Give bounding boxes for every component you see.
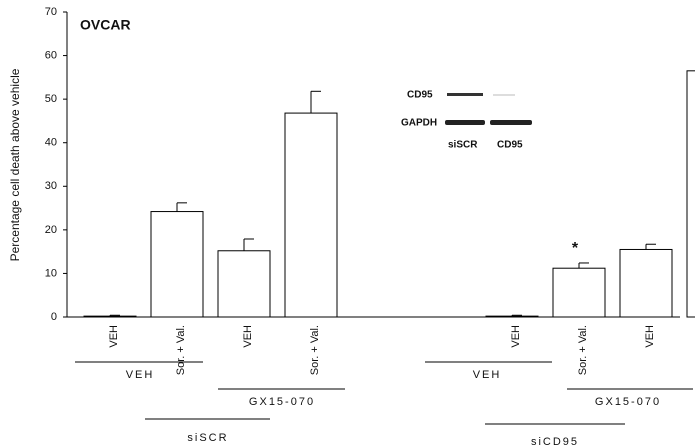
blot-band [447, 93, 483, 96]
x-tick-label: Sor. + Val. [577, 325, 589, 375]
x-tick-label: Sor. + Val. [309, 325, 321, 375]
blot-row-label: GAPDH [401, 118, 437, 129]
bar [284, 112, 338, 318]
y-axis-label: Percentage cell death above vehicle [8, 68, 22, 261]
blot-band [445, 120, 485, 125]
y-tick-label: 20 [45, 224, 57, 236]
bar [619, 248, 673, 318]
blot-row-label: CD95 [407, 90, 433, 101]
group-label: GX15-070 [249, 396, 315, 408]
bar [686, 70, 695, 318]
x-tick-label: Sor. + Val. [175, 325, 187, 375]
bar [217, 250, 271, 318]
y-tick-label: 60 [45, 49, 57, 61]
x-tick-label: VEH [510, 325, 522, 348]
blot-lane-label: siSCR [448, 140, 478, 151]
bar [552, 267, 606, 318]
y-tick-label: 10 [45, 267, 57, 279]
bar [485, 315, 539, 318]
y-tick-label: 30 [45, 180, 57, 192]
supergroup-label: siSCR [187, 432, 228, 444]
y-tick-label: 50 [45, 93, 57, 105]
chart-title: OVCAR [80, 17, 131, 33]
bar [83, 315, 137, 318]
group-label: VEH [126, 369, 155, 381]
x-tick-label: VEH [108, 325, 120, 348]
x-tick-label: VEH [242, 325, 254, 348]
bar [150, 211, 204, 318]
y-tick-label: 0 [51, 311, 57, 323]
blot-lane-label: CD95 [497, 140, 523, 151]
y-tick-label: 70 [45, 6, 57, 18]
group-label: VEH [473, 369, 502, 381]
x-tick-label: VEH [644, 325, 656, 348]
group-label: GX15-070 [595, 396, 661, 408]
blot-band [493, 94, 515, 96]
blot-band [490, 120, 532, 125]
y-tick-label: 40 [45, 137, 57, 149]
annotation: * [572, 240, 579, 257]
supergroup-label: siCD95 [531, 436, 579, 447]
